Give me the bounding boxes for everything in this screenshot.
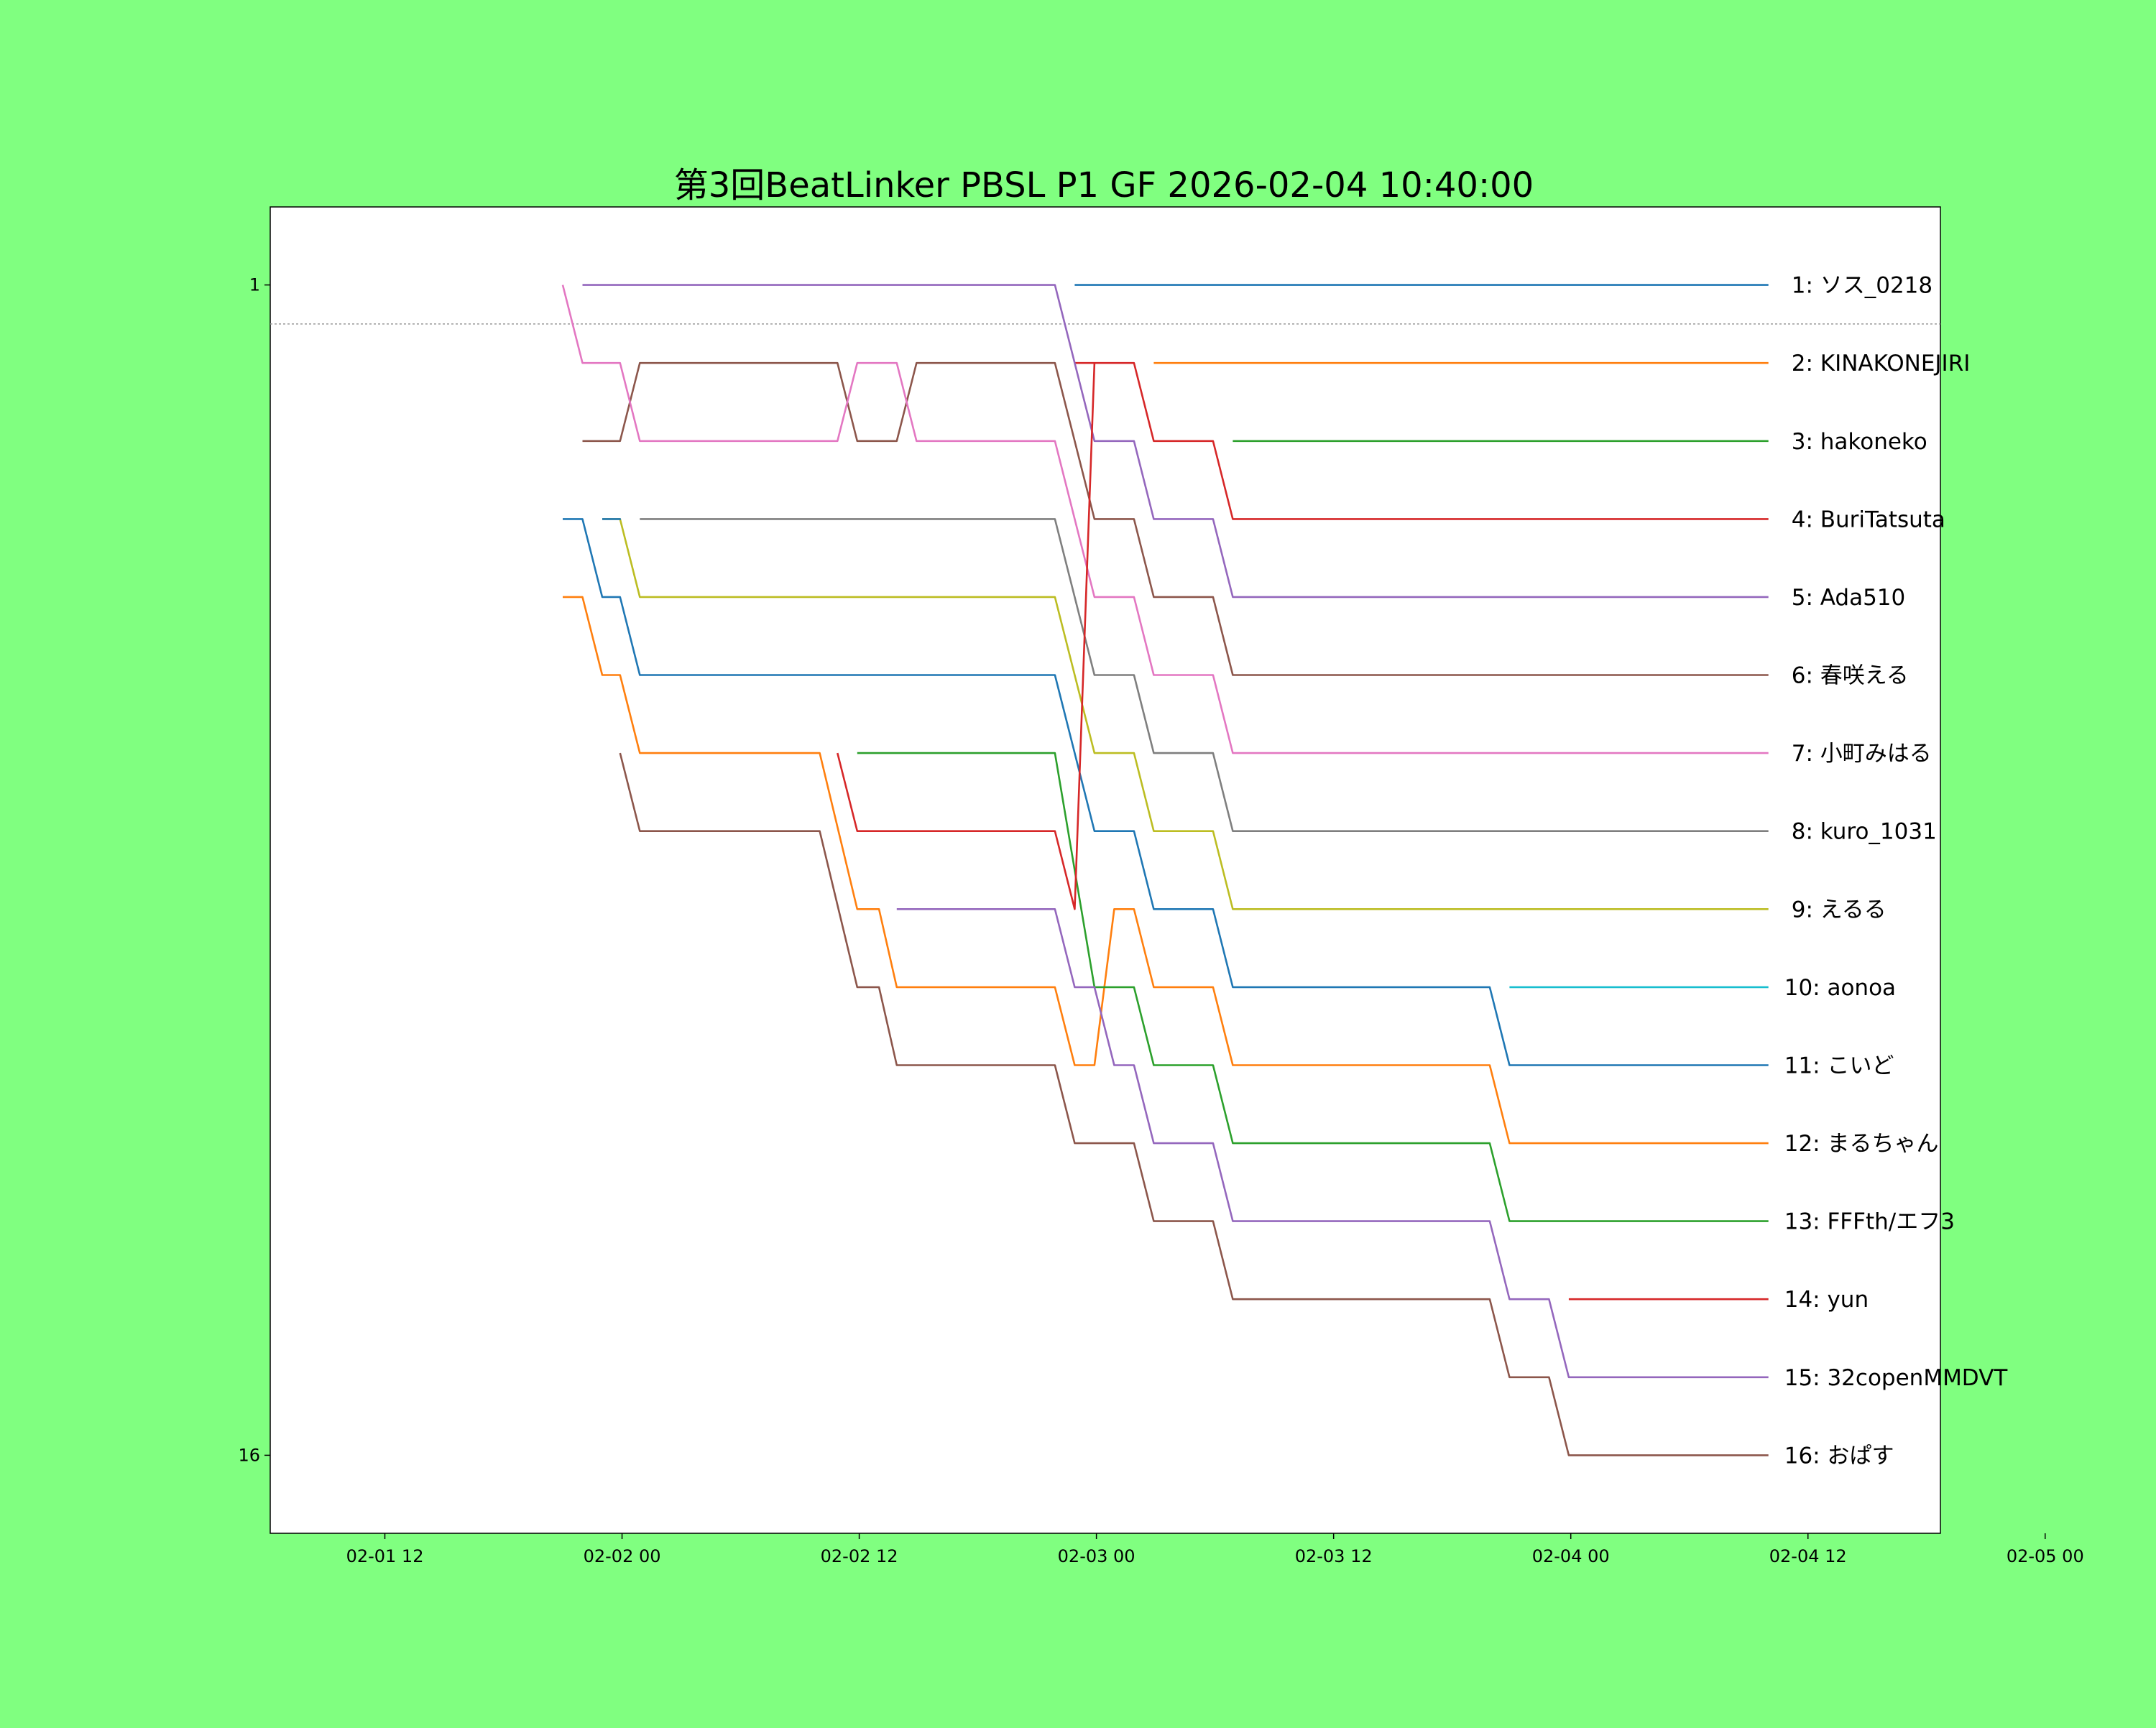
- series-line-5: [582, 284, 1769, 599]
- rank-label-15: 15: 32copenMMDVT: [1784, 1365, 2009, 1391]
- y-tick-label-2: 16: [238, 1445, 260, 1465]
- series-line-7: [561, 285, 1769, 754]
- rank-label-8: 8: kuro_1031: [1792, 819, 1937, 845]
- rank-label-1: 1: ソス_0218: [1792, 273, 1932, 299]
- series-line-8: [640, 518, 1769, 832]
- x-tick-label-6: 02-04 00: [1532, 1546, 1610, 1566]
- rank-label-16: 16: おぱす: [1784, 1443, 1894, 1469]
- rank-label-11: 11: こいど: [1784, 1053, 1894, 1078]
- rank-label-14: 14: yun: [1784, 1287, 1869, 1313]
- label-layer: 1: ソス_0218 2: KINAKONEJIRI 3: hakoneko 4: B…: [1784, 273, 2009, 1469]
- series-layer: [561, 284, 1769, 1456]
- series-line-15: [837, 363, 1096, 910]
- series-line-13: [563, 596, 1769, 1145]
- rank-label-7: 7: 小町みはる: [1792, 741, 1932, 767]
- plot-area: [270, 206, 1941, 1534]
- x-tick-label-5: 02-03 12: [1295, 1546, 1373, 1566]
- rank-label-3: 3: hakoneko: [1792, 429, 1927, 455]
- rank-label-2: 2: KINAKONEJIRI: [1792, 351, 1971, 376]
- series-line-12: [563, 518, 1769, 1066]
- x-tick-label-7: 02-04 12: [1769, 1546, 1847, 1566]
- series-line-6: [582, 361, 1769, 676]
- x-tick-label-2: 02-02 00: [584, 1546, 661, 1566]
- x-tick-label-3: 02-02 12: [821, 1546, 898, 1566]
- x-axis: 02-01 12 02-02 00 02-02 12 02-03 00 02-03 12…: [346, 1533, 2084, 1566]
- series-line-17: [896, 908, 1769, 1379]
- y-tick-label-1: 1: [249, 275, 260, 295]
- x-tick-label-4: 02-03 00: [1058, 1546, 1135, 1566]
- x-tick-label-8: 02-05 00: [2007, 1546, 2084, 1566]
- series-line-18: [619, 752, 1769, 1456]
- y-axis: 1 16: [238, 275, 270, 1465]
- rank-label-5: 5: Ada510: [1792, 585, 1906, 611]
- series-line-9: [602, 518, 1769, 910]
- rank-label-10: 10: aonoa: [1784, 975, 1896, 1001]
- series-line-14: [857, 752, 1769, 1222]
- rank-label-9: 9: えるる: [1792, 897, 1886, 923]
- x-tick-label-1: 02-01 12: [346, 1546, 424, 1566]
- rank-label-13: 13: FFFth/エフ3: [1784, 1209, 1955, 1235]
- series-line-4: [1074, 361, 1769, 520]
- rank-label-4: 4: BuriTatsuta: [1792, 507, 1945, 532]
- rank-label-6: 6: 春咲える: [1792, 663, 1909, 689]
- rank-label-12: 12: まるちゃん: [1784, 1131, 1939, 1157]
- chart-title: 第3回BeatLinker PBSL P1 GF 2026-02-04 10:4…: [674, 165, 1534, 205]
